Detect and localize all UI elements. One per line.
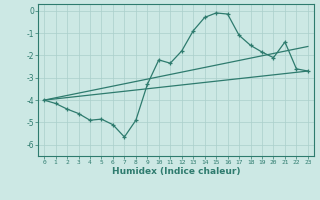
X-axis label: Humidex (Indice chaleur): Humidex (Indice chaleur) [112, 167, 240, 176]
